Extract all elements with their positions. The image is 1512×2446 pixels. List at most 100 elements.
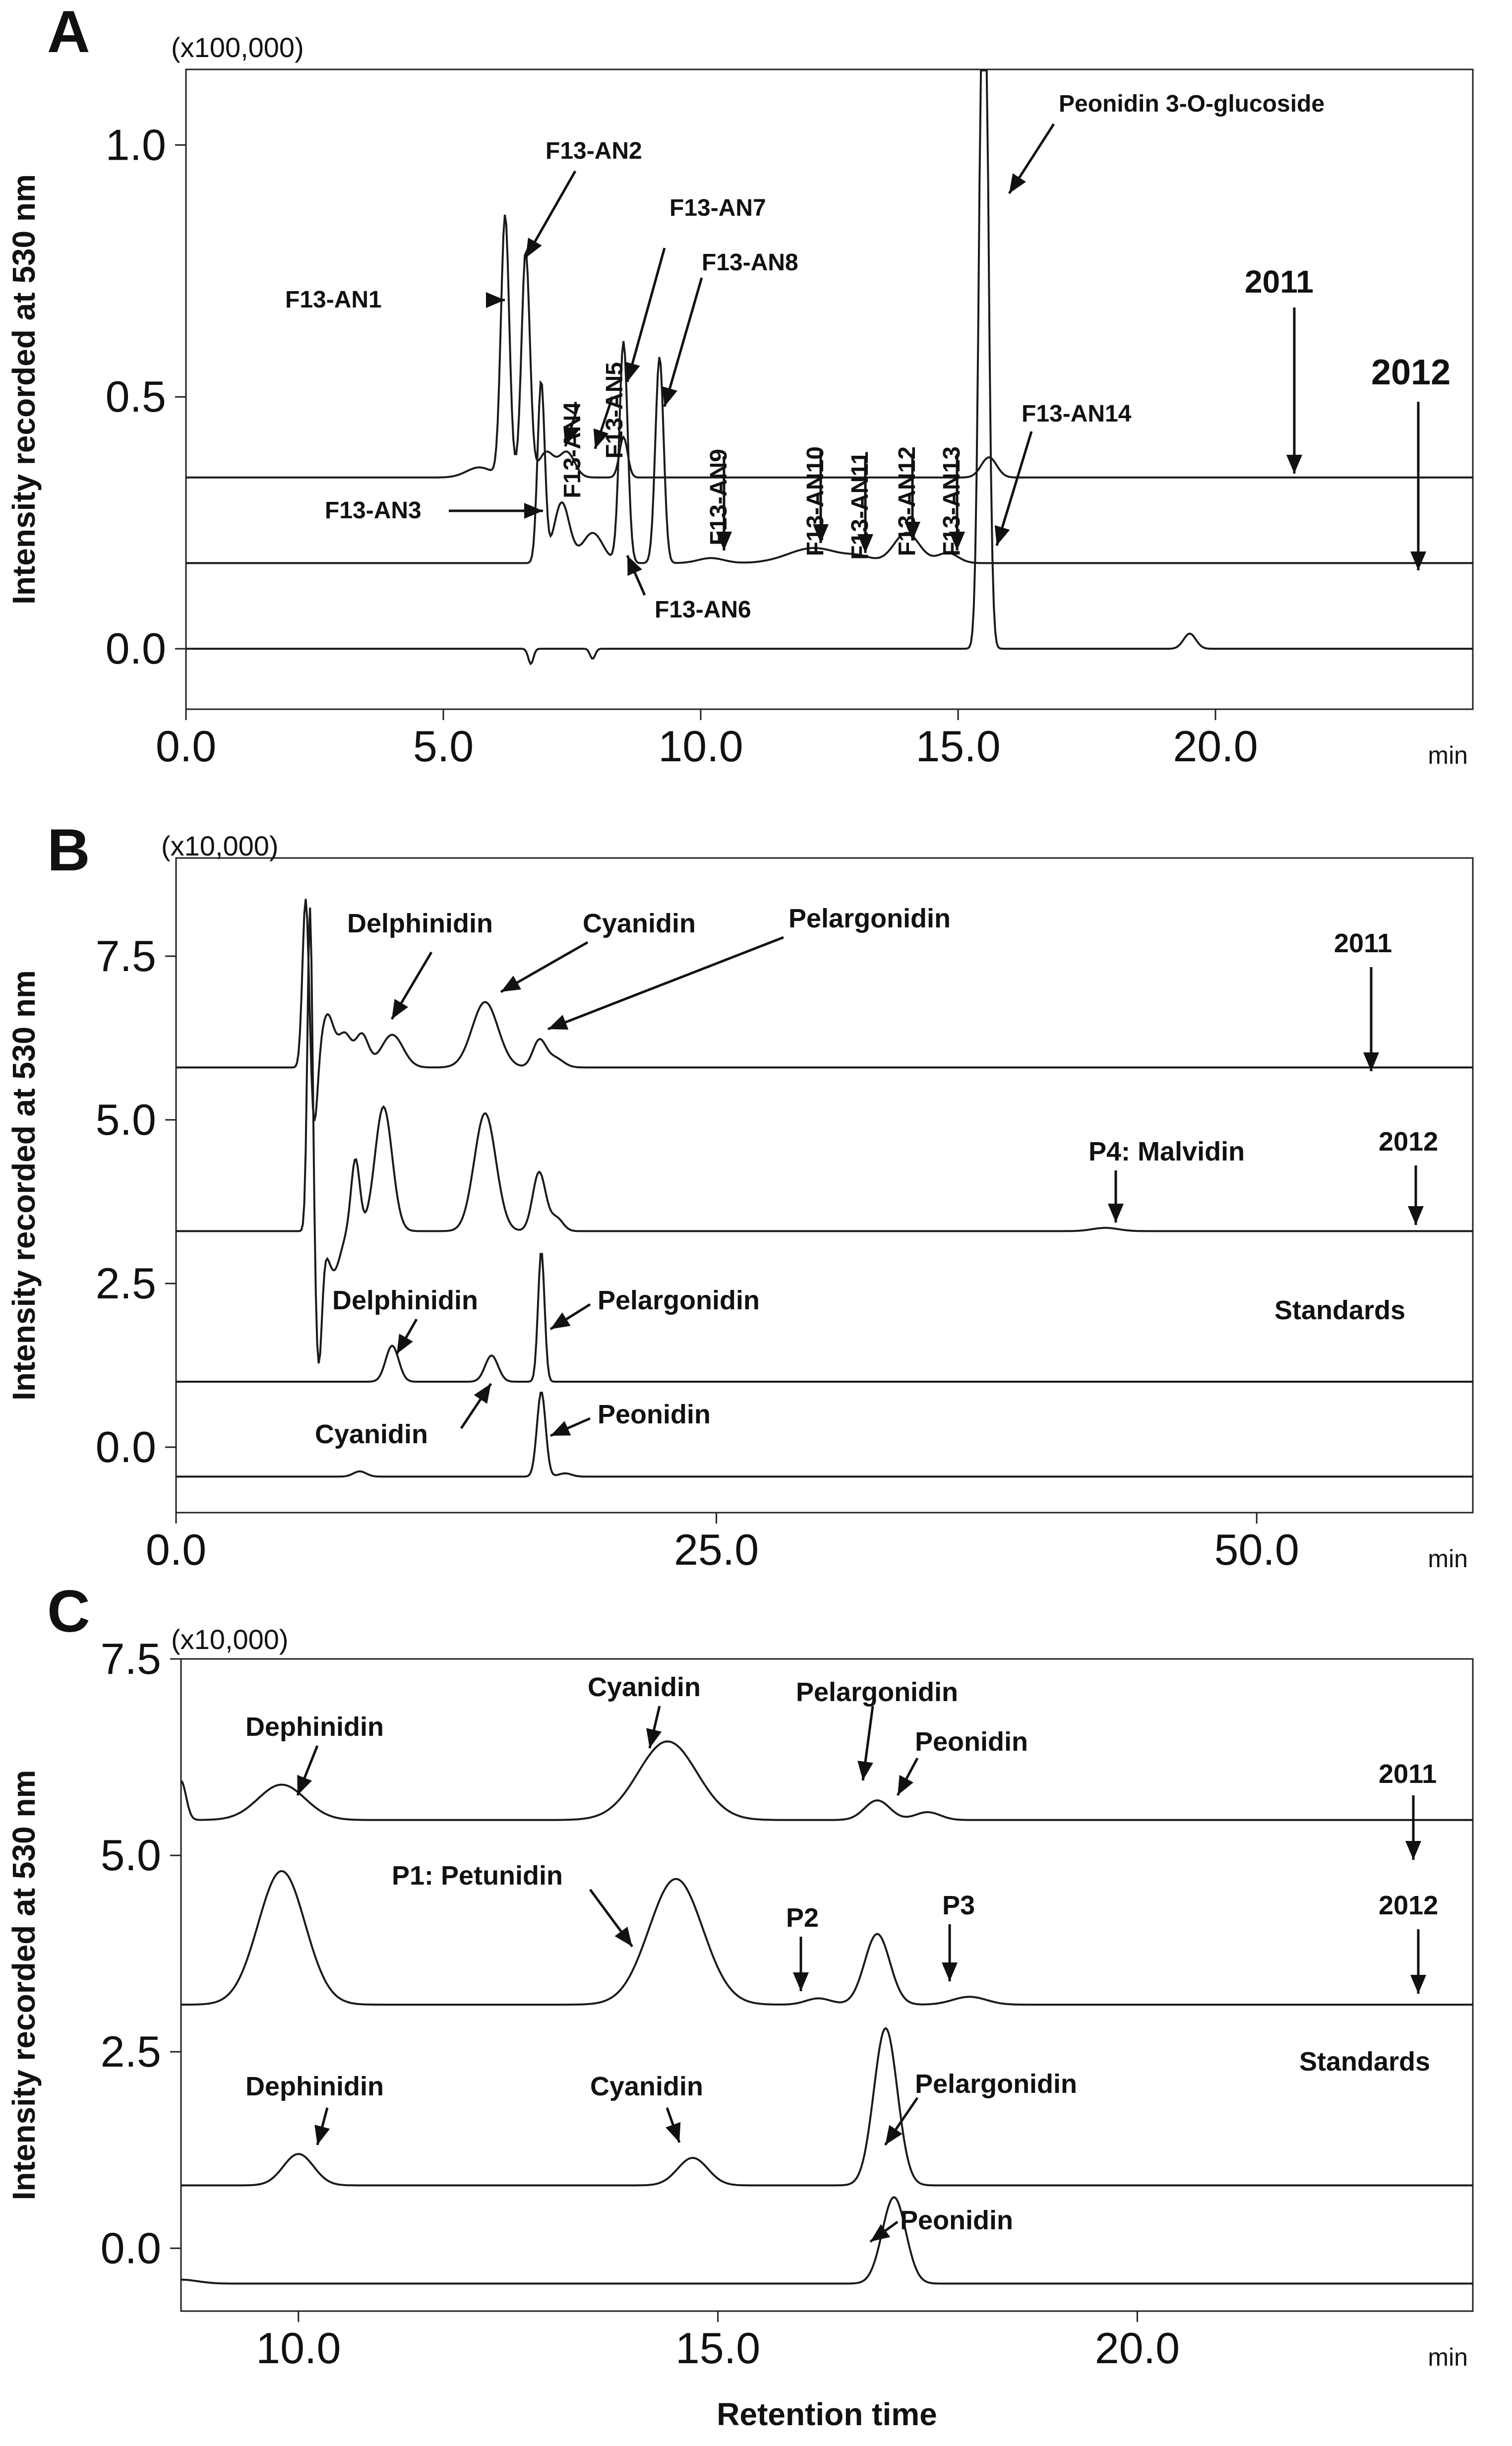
- x-tick-label: 50.0: [1214, 1525, 1299, 1574]
- peak-label: Delphinidin: [347, 909, 493, 938]
- annotation-arrow: [547, 936, 784, 1031]
- peak-label: Dephinidin: [245, 1712, 384, 1742]
- peak-label: F13-AN12: [894, 446, 920, 556]
- y-tick-label: 0.0: [101, 2223, 161, 2272]
- x-unit-label: min: [1428, 1545, 1468, 1573]
- trace-line: [186, 214, 1473, 479]
- peak-label: 2012: [1379, 1127, 1438, 1157]
- peak-label: Cyanidin: [590, 2072, 703, 2101]
- y-tick-label: 7.5: [96, 931, 156, 980]
- peak-label: F13-AN6: [655, 597, 751, 623]
- y-tick-label: 0.0: [106, 624, 166, 673]
- annotation-arrow: [449, 503, 543, 519]
- annotation-arrow: [500, 941, 589, 993]
- peak-label: Cyanidin: [583, 909, 696, 938]
- peak-label: F13-AN11: [847, 451, 873, 560]
- trace-line: [181, 2027, 1473, 2187]
- peak-label: Cyanidin: [588, 1672, 701, 1702]
- annotation-arrow: [593, 396, 614, 449]
- y-axis-label: Intensity recorded at 530 nm: [6, 174, 42, 605]
- trace-line: [176, 1253, 1473, 1383]
- plot-frame: [185, 68, 1474, 710]
- y-tick-label: 5.0: [101, 1831, 161, 1880]
- panel-letter: B: [47, 817, 90, 883]
- annotation-arrow: [942, 1924, 958, 1981]
- chart-panel-b: B (x10,000) Intensity recorded at 530 nm 0.…: [6, 817, 1474, 1574]
- annotation-arrow: [869, 2220, 899, 2243]
- x-axis-label: Retention time: [717, 2396, 937, 2432]
- trace-line: [176, 899, 1473, 1121]
- x-tick-label: 0.0: [156, 722, 216, 771]
- peak-label: F13-AN5: [602, 362, 628, 459]
- peak-label: Pelargonidin: [788, 904, 951, 933]
- peak-label: Peonidin 3-O-glucoside: [1059, 91, 1325, 117]
- peak-label: F13-AN10: [802, 446, 829, 556]
- y-axis-label: Intensity recorded at 530 nm: [6, 970, 42, 1401]
- trace-line: [176, 1392, 1473, 1478]
- peak-label: Pelargonidin: [796, 1677, 958, 1707]
- y-tick-label: 1.0: [106, 120, 166, 169]
- annotation-arrow: [460, 1383, 492, 1429]
- y-tick-label: 0.0: [96, 1422, 156, 1471]
- peak-label: Peonidin: [598, 1400, 711, 1429]
- peak-label: Standards: [1299, 2047, 1430, 2077]
- annotation-arrow: [793, 1937, 809, 1991]
- peak-label: P3: [942, 1891, 975, 1920]
- annotation-arrow: [857, 456, 873, 553]
- annotation-arrow: [994, 431, 1033, 546]
- y-tick-label: 2.5: [96, 1259, 156, 1308]
- peak-label: Dephinidin: [245, 2072, 384, 2101]
- peak-label: 2011: [1334, 928, 1392, 958]
- annotation-arrow: [626, 554, 646, 596]
- trace-line: [180, 1740, 1473, 1821]
- annotation-arrow: [563, 406, 579, 447]
- chart-panel-a: A (x100,000) Intensity recorded at 530 nm 0…: [6, 0, 1474, 771]
- annotation-arrow: [813, 451, 829, 543]
- peak-label: Delphinidin: [332, 1285, 478, 1315]
- x-tick-label: 10.0: [256, 2324, 341, 2373]
- annotation-arrow: [395, 1318, 418, 1355]
- y-axis-label: Intensity recorded at 530 nm: [6, 1770, 42, 2201]
- x-tick-label: 20.0: [1095, 2324, 1180, 2373]
- trace-line: [176, 907, 1473, 1364]
- annotation-arrow: [1108, 1170, 1124, 1223]
- annotation-arrow: [1410, 402, 1426, 570]
- peak-label: F13-AN8: [702, 249, 798, 276]
- peak-label: F13-AN3: [325, 497, 422, 524]
- y-tick-label: 0.5: [106, 372, 166, 421]
- annotation-arrow: [662, 277, 703, 407]
- x-tick-label: 0.0: [146, 1525, 206, 1574]
- trace-line: [186, 341, 1473, 564]
- annotation-arrow: [589, 1889, 634, 1948]
- y-multiplier: (x10,000): [161, 830, 279, 861]
- peak-label: 2012: [1371, 353, 1451, 392]
- peak-label: P2: [786, 1903, 819, 1933]
- peak-label: 2011: [1245, 264, 1314, 300]
- annotation-arrow: [314, 2107, 330, 2145]
- annotation-arrow: [905, 454, 920, 541]
- annotation-arrow: [896, 1757, 919, 1796]
- peak-label: F13-AN1: [285, 287, 382, 313]
- annotation-arrow: [1410, 1929, 1426, 1994]
- peak-label: 2012: [1379, 1891, 1438, 1920]
- peak-label: Peonidin: [900, 2205, 1013, 2235]
- y-tick-label: 2.5: [101, 2027, 161, 2076]
- trace-line: [181, 2196, 1473, 2285]
- x-tick-label: 15.0: [675, 2324, 760, 2373]
- annotation-arrow: [524, 170, 577, 259]
- trace-line: [181, 1870, 1473, 2006]
- panel-letter: C: [47, 1578, 90, 1645]
- annotation-arrow: [390, 951, 433, 1020]
- peak-label: Pelargonidin: [915, 2069, 1077, 2099]
- annotation-arrow: [665, 2107, 681, 2143]
- annotation-arrow: [1286, 307, 1302, 474]
- peak-label: P4: Malvidin: [1089, 1137, 1245, 1166]
- annotation-arrow: [549, 1417, 591, 1437]
- annotation-arrow: [1408, 1165, 1424, 1225]
- x-tick-label: 10.0: [658, 722, 743, 771]
- annotation-arrow: [646, 1706, 662, 1749]
- annotation-arrow: [1405, 1795, 1421, 1860]
- annotation-arrow: [1008, 123, 1055, 194]
- plot-frame: [180, 1658, 1474, 2312]
- peak-label: 2011: [1379, 1759, 1437, 1789]
